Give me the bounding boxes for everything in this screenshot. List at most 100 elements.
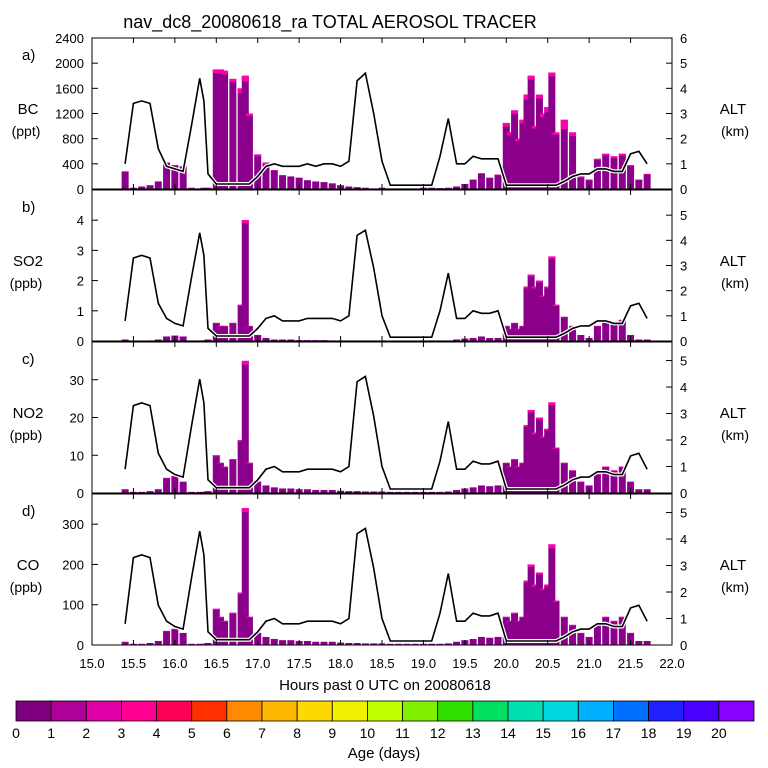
bar-young-age bbox=[618, 153, 626, 156]
bar-young-age bbox=[229, 322, 237, 324]
bar-young-age bbox=[627, 165, 635, 167]
bar-young-age bbox=[241, 360, 249, 365]
bar-no2 bbox=[370, 491, 378, 493]
bar-no2 bbox=[560, 462, 568, 493]
bar-so2 bbox=[241, 220, 249, 341]
bar-bc bbox=[635, 179, 643, 189]
bar-young-age bbox=[527, 75, 535, 80]
bar-no2 bbox=[320, 489, 328, 493]
x-tick-label: 17.0 bbox=[245, 656, 270, 671]
bar-no2 bbox=[287, 488, 295, 493]
bar-young-age bbox=[221, 325, 229, 327]
bar-young-age bbox=[254, 154, 262, 157]
bar-no2 bbox=[237, 440, 245, 493]
bar-co bbox=[138, 643, 146, 645]
bar-co bbox=[254, 632, 262, 645]
chart-title: nav_dc8_20080618_ra TOTAL AEROSOL TRACER bbox=[123, 12, 537, 33]
bar-bc bbox=[287, 176, 295, 189]
bar-young-age bbox=[535, 417, 543, 420]
bar-co bbox=[216, 616, 224, 645]
bar-co bbox=[540, 588, 548, 645]
x-tick-label: 18.0 bbox=[328, 656, 353, 671]
bar-no2 bbox=[146, 491, 154, 493]
bar-bc bbox=[138, 186, 146, 189]
bar-young-age bbox=[245, 616, 253, 618]
bar-no2 bbox=[121, 489, 129, 493]
bar-young-age bbox=[602, 616, 610, 618]
bar-young-age bbox=[241, 220, 249, 224]
bar-co bbox=[635, 640, 643, 645]
bar-co bbox=[535, 572, 543, 645]
bar-so2 bbox=[544, 286, 552, 341]
bar-bc bbox=[535, 94, 543, 189]
altitude-label: ALT bbox=[720, 557, 746, 574]
colorbar-cell bbox=[50, 700, 87, 722]
bar-bc bbox=[544, 107, 552, 189]
left-tick-label: 1 bbox=[77, 304, 84, 319]
bar-young-age bbox=[212, 69, 220, 74]
bar-young-age bbox=[577, 481, 585, 483]
left-tick-label: 800 bbox=[62, 132, 84, 147]
bar-young-age bbox=[523, 580, 531, 583]
bar-young-age bbox=[635, 179, 643, 181]
bar-young-age bbox=[241, 508, 249, 513]
bar-young-age bbox=[535, 572, 543, 575]
bar-co bbox=[506, 620, 514, 645]
bar-co bbox=[163, 630, 171, 645]
x-tick-label: 15.5 bbox=[121, 656, 146, 671]
bar-no2 bbox=[254, 481, 262, 493]
bar-co bbox=[469, 638, 477, 645]
colorbar-tick-label: 4 bbox=[153, 725, 161, 741]
panel-bc: 0 400 800 1200 1600 2000 2400 0 1 2 3 4 5 6 a) BC (ppt) A… bbox=[12, 31, 749, 197]
bar-so2 bbox=[560, 316, 568, 341]
bar-young-age bbox=[229, 78, 237, 83]
bar-no2 bbox=[245, 462, 253, 493]
bar-co bbox=[548, 544, 556, 645]
bar-no2 bbox=[303, 489, 311, 493]
colorbar-tick-label: 2 bbox=[82, 725, 90, 741]
bar-young-age bbox=[585, 179, 593, 181]
bar-bc bbox=[221, 70, 229, 189]
bar-bc bbox=[353, 187, 361, 189]
panel-co: 0 100 200 300 0 1 2 3 4 5 d) CO (ppb) ALT (km) bbox=[10, 493, 749, 653]
bar-young-age bbox=[506, 466, 514, 468]
bar-so2 bbox=[494, 337, 502, 341]
bar-so2 bbox=[212, 322, 220, 341]
bar-co bbox=[287, 640, 295, 645]
bar-so2 bbox=[216, 325, 224, 341]
bar-bc bbox=[540, 113, 548, 189]
colorbar-tick-label: 10 bbox=[360, 725, 376, 741]
bar-co bbox=[121, 641, 129, 645]
bar-young-age bbox=[515, 138, 523, 142]
bar-no2 bbox=[312, 489, 320, 493]
bar-no2 bbox=[506, 466, 514, 493]
altitude-unit: (km) bbox=[721, 427, 749, 443]
bar-young-age bbox=[627, 632, 635, 634]
bar-so2 bbox=[287, 339, 295, 341]
bar-bc bbox=[569, 132, 577, 189]
bar-no2 bbox=[345, 491, 353, 493]
colorbar-cell bbox=[472, 700, 509, 722]
panel-letter: d) bbox=[22, 503, 35, 520]
right-tick-label: 3 bbox=[680, 559, 687, 574]
bar-no2 bbox=[411, 491, 419, 493]
altitude-unit: (km) bbox=[721, 275, 749, 291]
bar-no2 bbox=[552, 447, 560, 493]
bar-no2 bbox=[187, 491, 195, 493]
bar-co bbox=[502, 616, 510, 645]
bar-young-age bbox=[569, 470, 577, 472]
bar-bc bbox=[270, 170, 278, 189]
bar-no2 bbox=[241, 360, 249, 493]
bar-co bbox=[320, 641, 328, 645]
bar-so2 bbox=[535, 280, 543, 341]
right-tick-label: 0 bbox=[680, 182, 687, 197]
bar-no2 bbox=[154, 489, 162, 493]
left-tick-label: 2400 bbox=[55, 31, 84, 46]
bar-no2 bbox=[635, 489, 643, 493]
colorbar-tick-label: 16 bbox=[570, 725, 586, 741]
bar-young-age bbox=[515, 466, 523, 468]
bar-no2 bbox=[494, 485, 502, 493]
bar-no2 bbox=[436, 491, 444, 493]
bar-bc bbox=[494, 174, 502, 189]
